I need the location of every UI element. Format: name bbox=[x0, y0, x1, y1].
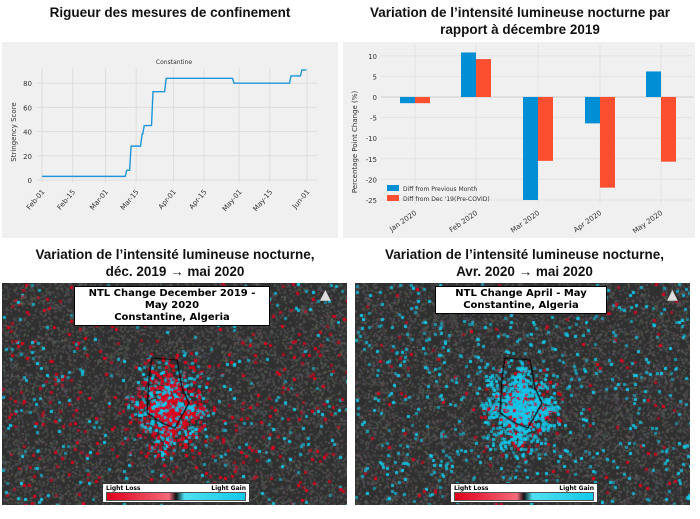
bar bbox=[415, 97, 430, 104]
legend-gain: Light Gain bbox=[211, 485, 246, 492]
bar bbox=[400, 97, 415, 104]
y-tick-label: 5 bbox=[373, 73, 377, 81]
y-tick-label: -10 bbox=[366, 135, 377, 143]
map1-heading: Variation de l’intensité lumineuse noctu… bbox=[0, 246, 350, 280]
y-tick-label: 80 bbox=[23, 80, 32, 88]
map-title-box: NTL Change December 2019 - May 2020 Const… bbox=[74, 286, 270, 326]
color-ramp bbox=[454, 492, 594, 501]
y-tick-label: -15 bbox=[366, 156, 377, 164]
bar bbox=[476, 59, 491, 97]
map-title: NTL Change December 2019 - May 2020 bbox=[88, 288, 256, 311]
map-title-box: NTL Change April - May Constantine, Alger… bbox=[435, 286, 607, 314]
y-tick-label: 0 bbox=[373, 94, 377, 102]
north-arrow-icon: ▲ bbox=[320, 287, 331, 303]
bar bbox=[523, 97, 538, 200]
y-tick-label: 60 bbox=[23, 104, 32, 112]
y-tick-label: -25 bbox=[366, 197, 377, 205]
bar bbox=[538, 97, 553, 161]
y-axis-label: Percentage Point Change (%) bbox=[351, 91, 359, 194]
legend-gain: Light Gain bbox=[559, 485, 594, 492]
legend-loss: Light Loss bbox=[454, 485, 489, 492]
legend-swatch bbox=[387, 195, 399, 201]
panel-bg bbox=[2, 42, 338, 238]
color-ramp bbox=[106, 492, 246, 501]
legend-loss: Light Loss bbox=[106, 485, 141, 492]
stringency-line bbox=[42, 69, 307, 178]
bar bbox=[461, 52, 476, 97]
panel-bg bbox=[343, 42, 695, 238]
map2-heading: Variation de l’intensité lumineuse noctu… bbox=[352, 246, 697, 280]
y-axis-label: Stringency Score bbox=[10, 102, 18, 161]
legend-label: Diff from Previous Month bbox=[403, 186, 477, 193]
y-tick-label: 20 bbox=[23, 153, 32, 161]
bar bbox=[600, 97, 615, 188]
map-legend: Light Loss Light Gain bbox=[450, 483, 598, 503]
bar bbox=[661, 97, 676, 162]
legend-swatch bbox=[387, 185, 399, 191]
ntl-map-apr-may: NTL Change April - May Constantine, Alger… bbox=[355, 283, 690, 505]
y-tick-label: -5 bbox=[370, 115, 377, 123]
map2-heading-l1: Variation de l’intensité lumineuse noctu… bbox=[384, 247, 665, 262]
y-tick-label: -20 bbox=[366, 176, 377, 184]
map1-heading-l1: Variation de l’intensité lumineuse noctu… bbox=[35, 247, 315, 262]
north-arrow-icon: ▲ bbox=[667, 287, 678, 303]
chart-title: Constantine bbox=[156, 59, 192, 66]
legend-label: Diff from Dec '19(Pre-COVID) bbox=[403, 196, 490, 203]
y-tick-label: 40 bbox=[23, 129, 32, 137]
map-subtitle: Constantine, Algeria bbox=[463, 300, 579, 311]
stringency-title: Rigueur des mesures de confinement bbox=[49, 5, 291, 20]
y-tick-label: 0 bbox=[28, 177, 32, 185]
ntl-bar-title: Variation de l’intensité lumineuse noctu… bbox=[369, 5, 671, 37]
ntl-raster bbox=[355, 283, 690, 505]
map-title: NTL Change April - May bbox=[455, 288, 587, 299]
map2-heading-l2: Avr. 2020 → mai 2020 bbox=[456, 264, 593, 279]
map1-heading-l2: déc. 2019 → mai 2020 bbox=[105, 264, 245, 279]
bar bbox=[585, 97, 600, 124]
map-legend: Light Loss Light Gain bbox=[102, 483, 250, 503]
ntl-map-dec-may: NTL Change December 2019 - May 2020 Const… bbox=[2, 283, 347, 505]
bar bbox=[646, 71, 661, 97]
map-subtitle: Constantine, Algeria bbox=[114, 312, 230, 323]
y-tick-label: 10 bbox=[368, 53, 377, 61]
